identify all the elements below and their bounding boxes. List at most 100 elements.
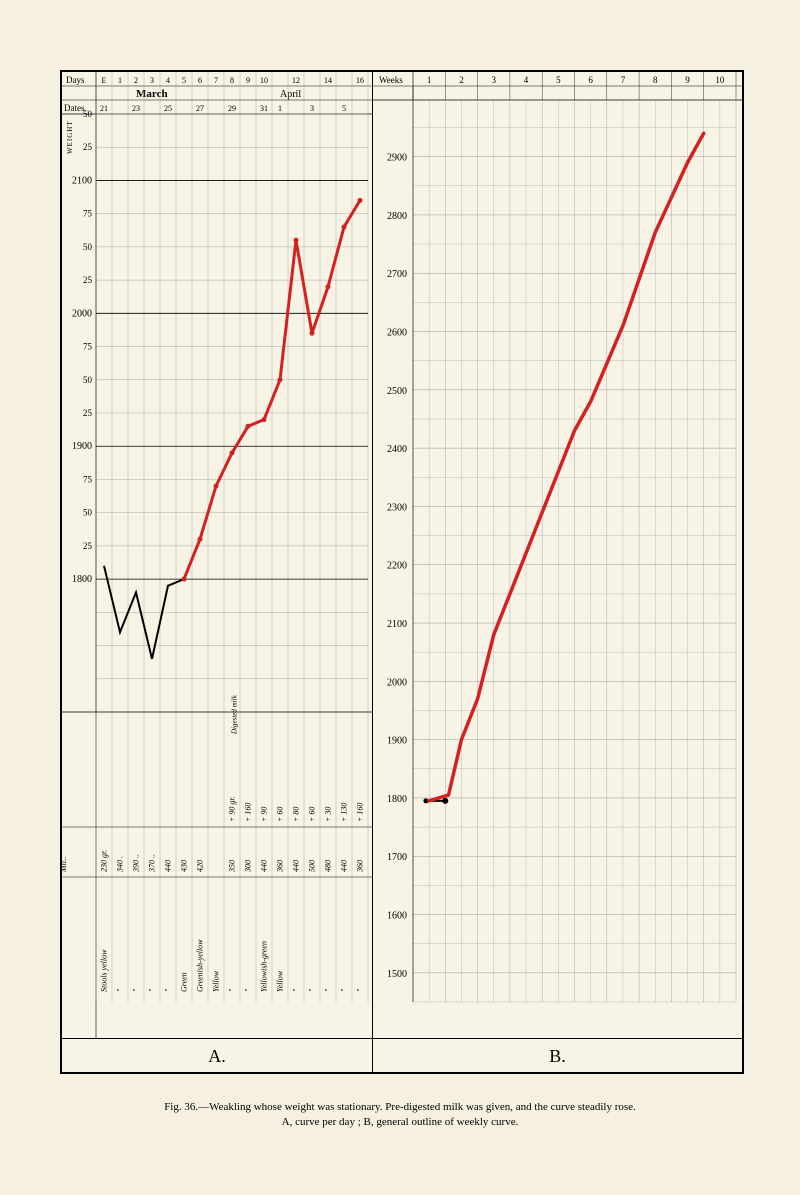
svg-text:2100: 2100 [387,619,407,630]
svg-text:2300: 2300 [387,502,407,513]
svg-text:+ 90: + 90 [259,807,268,822]
svg-text:1900: 1900 [72,441,92,452]
svg-text:+ 80: + 80 [291,807,300,822]
svg-text:25: 25 [83,408,93,418]
svg-text:3: 3 [150,76,154,85]
caption-line2: A, curve per day ; B, general outline of… [282,1116,519,1128]
page: DaysDatesMarchAprilE12345678910121416212… [0,0,800,1195]
svg-text:420: 420 [195,860,204,872]
svg-text:": " [355,988,364,992]
svg-text:25: 25 [83,541,93,551]
svg-text:": " [291,988,300,992]
svg-text:14: 14 [324,76,332,85]
svg-text:230 gr.: 230 gr. [99,850,108,872]
svg-text:25: 25 [164,104,172,113]
svg-text:Yellow: Yellow [275,970,284,992]
svg-text:2100: 2100 [72,175,92,186]
svg-text:360: 360 [275,860,284,873]
svg-text:8: 8 [653,75,658,85]
svg-text:Weeks: Weeks [379,75,403,85]
svg-text:+ 60: + 60 [275,807,284,822]
svg-text:": " [115,988,124,992]
svg-text:": " [323,988,332,992]
svg-text:390 ..: 390 .. [131,854,140,873]
svg-text:6: 6 [588,75,593,85]
svg-text:2200: 2200 [387,561,407,572]
svg-text:9: 9 [685,75,690,85]
svg-text:": " [163,988,172,992]
svg-text:Days: Days [66,75,85,85]
svg-text:31: 31 [260,104,268,113]
svg-text:16: 16 [356,76,364,85]
svg-text:1900: 1900 [387,736,407,747]
figure-caption: Fig. 36.—Weakling whose weight was stati… [60,1100,740,1131]
svg-text:1: 1 [118,76,122,85]
svg-text:5: 5 [342,104,346,113]
svg-text:": " [307,988,316,992]
svg-text:+ 60: + 60 [307,807,316,822]
svg-text:440: 440 [291,860,300,872]
svg-text:Yellow: Yellow [211,970,220,992]
svg-text:300: 300 [243,860,252,873]
svg-text:2000: 2000 [387,677,407,688]
svg-text:430: 430 [179,860,188,872]
svg-text:+ 90 gr.: + 90 gr. [227,796,236,822]
svg-text:21: 21 [100,104,108,113]
svg-text:2: 2 [134,76,138,85]
svg-text:360: 360 [355,860,364,873]
svg-text:+ 30: + 30 [323,807,332,822]
svg-text:1800: 1800 [387,794,407,805]
svg-text:": " [147,988,156,992]
svg-text:April: April [280,89,301,100]
svg-text:Yellowish-green: Yellowish-green [259,941,268,992]
svg-text:50: 50 [83,508,93,518]
svg-text:4: 4 [524,75,529,85]
svg-text:1500: 1500 [387,969,407,980]
svg-text:10: 10 [715,75,725,85]
svg-text:8: 8 [230,76,234,85]
svg-text:1700: 1700 [387,852,407,863]
svg-text:+ 160: + 160 [355,803,364,822]
chart-a-svg: DaysDatesMarchAprilE12345678910121416212… [62,72,372,1038]
svg-text:340 .: 340 . [115,856,124,873]
svg-text:9: 9 [246,76,250,85]
svg-text:2500: 2500 [387,386,407,397]
svg-text:": " [131,988,140,992]
svg-text:6: 6 [198,76,202,85]
svg-text:7: 7 [214,76,218,85]
svg-text:4: 4 [166,76,170,85]
svg-text:2000: 2000 [72,308,92,319]
svg-text:2: 2 [459,75,464,85]
svg-text:": " [227,988,236,992]
chart-b-svg: Weeks12345678910150016001700180019002000… [373,72,742,1038]
svg-text:29: 29 [228,104,236,113]
svg-text:March: March [136,88,168,100]
caption-line1: Fig. 36.—Weakling whose weight was stati… [164,1101,636,1113]
svg-text:WEIGHT: WEIGHT [66,120,74,154]
svg-text:50: 50 [83,242,93,252]
svg-text:3: 3 [310,104,314,113]
svg-text:27: 27 [196,104,204,113]
svg-text:1: 1 [278,104,282,113]
svg-text:2400: 2400 [387,444,407,455]
svg-text:Digested milk: Digested milk [230,694,238,735]
svg-text:75: 75 [83,209,93,219]
panel-b: Weeks12345678910150016001700180019002000… [373,72,742,1038]
svg-text:23: 23 [132,104,140,113]
svg-text:": " [243,988,252,992]
svg-text:370 ..: 370 .. [147,854,156,873]
svg-text:1800: 1800 [72,574,92,585]
svg-text:7: 7 [621,75,626,85]
svg-text:75: 75 [83,342,93,352]
svg-text:+ 130: + 130 [339,803,348,822]
svg-text:Dates: Dates [64,103,85,113]
panel-a: DaysDatesMarchAprilE12345678910121416212… [62,72,373,1038]
svg-text:350: 350 [227,860,236,873]
svg-text:12: 12 [292,76,300,85]
svg-text:2700: 2700 [387,269,407,280]
svg-text:500: 500 [307,860,316,872]
svg-text:2800: 2800 [387,211,407,222]
svg-text:1: 1 [427,75,432,85]
chart-frame: DaysDatesMarchAprilE12345678910121416212… [60,70,744,1074]
bottom-labels: A. B. [62,1038,742,1073]
